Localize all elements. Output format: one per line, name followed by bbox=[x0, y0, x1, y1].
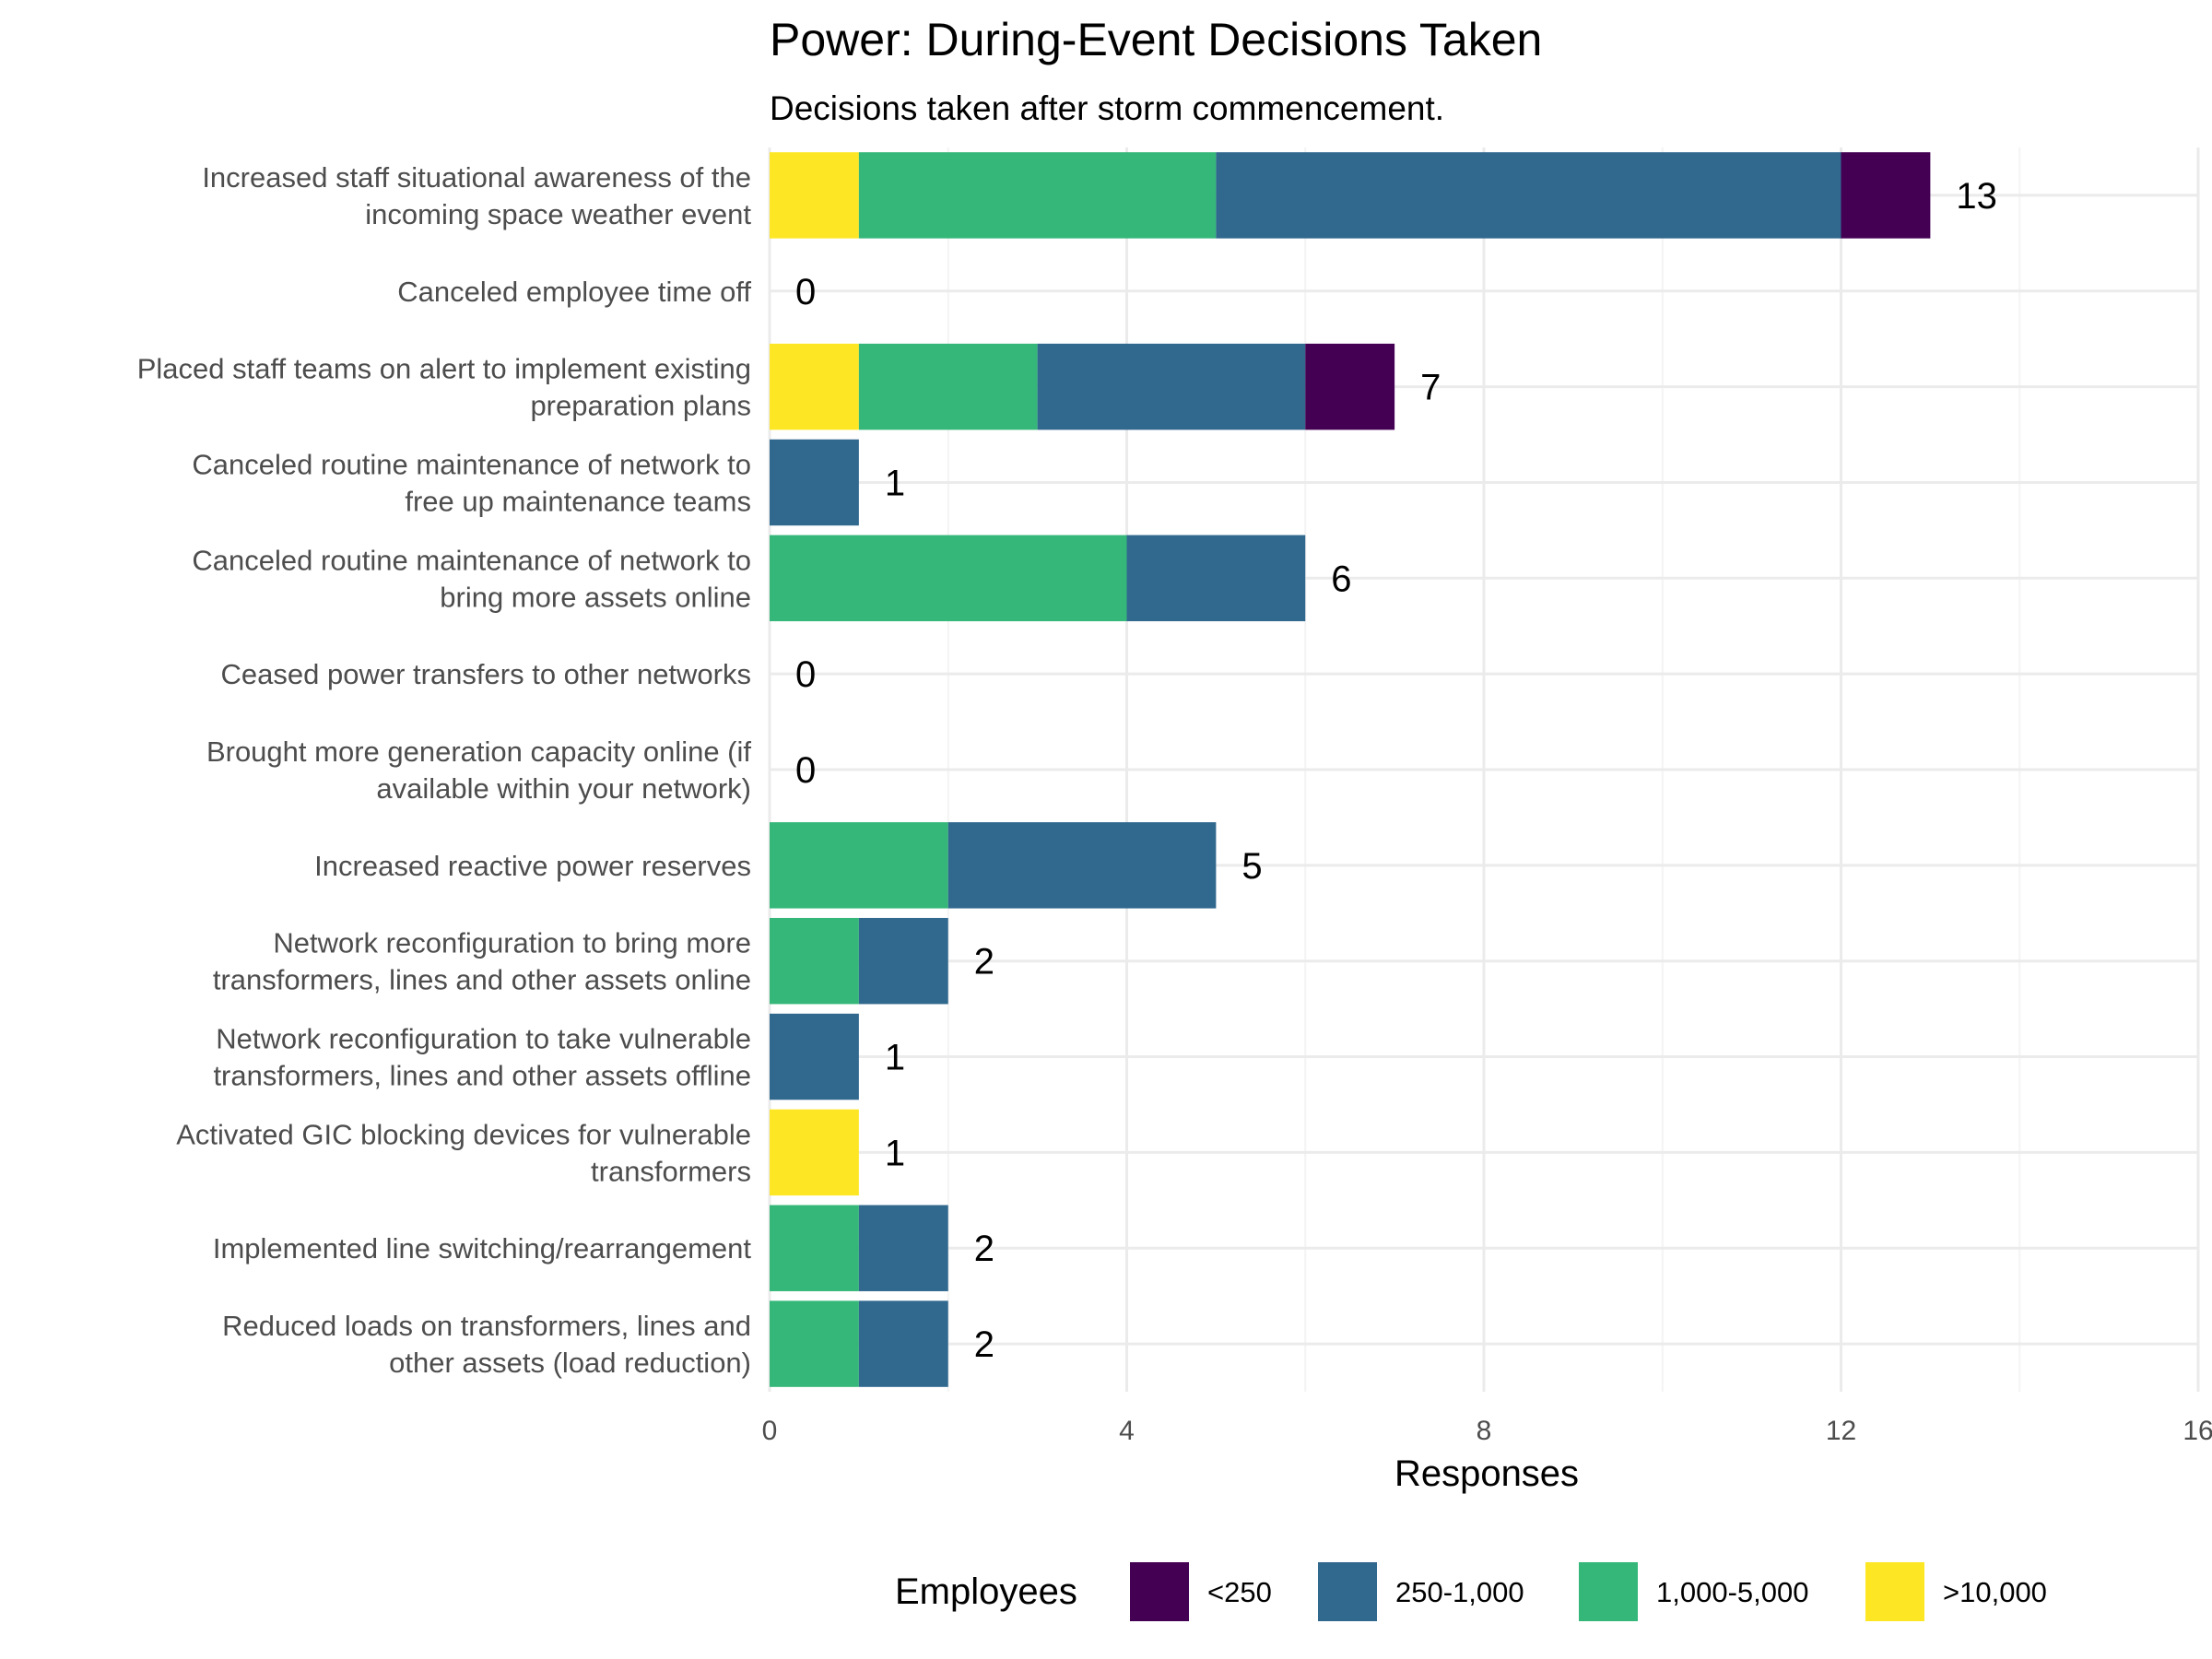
category-label-line: available within your network) bbox=[376, 772, 751, 805]
bar-segment bbox=[770, 535, 1127, 622]
category-labels: Increased staff situational awareness of… bbox=[137, 161, 752, 1379]
category-label-line: transformers, lines and other assets off… bbox=[213, 1060, 751, 1092]
total-label: 2 bbox=[974, 942, 994, 982]
category-label: Ceased power transfers to other networks bbox=[221, 658, 752, 690]
category-label-line: bring more assets online bbox=[440, 581, 751, 613]
x-tick-label: 12 bbox=[1826, 1416, 1856, 1446]
category-label-line: Implemented line switching/rearrangement bbox=[213, 1232, 752, 1265]
legend: Employees <250 250-1,000 1,000-5,000 >10,00… bbox=[895, 1562, 2047, 1621]
x-tick-label: 8 bbox=[1477, 1416, 1492, 1446]
category-label: Canceled routine maintenance of network … bbox=[192, 448, 751, 517]
legend-swatch bbox=[1130, 1562, 1189, 1621]
bar-segment bbox=[858, 1205, 948, 1291]
x-tick-labels: 0 4 8 12 16 bbox=[762, 1416, 2212, 1446]
x-axis-title: Responses bbox=[1394, 1453, 1579, 1494]
bar-segment bbox=[947, 822, 1217, 909]
total-label: 2 bbox=[974, 1324, 994, 1365]
legend-label: 250-1,000 bbox=[1395, 1576, 1524, 1608]
category-label: Placed staff teams on alert to implement… bbox=[137, 353, 751, 422]
bar-segment bbox=[770, 917, 859, 1005]
category-label-line: Brought more generation capacity online … bbox=[206, 735, 751, 768]
category-label: Network reconfiguration to take vulnerab… bbox=[213, 1023, 751, 1092]
category-label-line: Canceled routine maintenance of network … bbox=[192, 448, 751, 480]
category-label-line: free up maintenance teams bbox=[405, 485, 751, 517]
total-label: 7 bbox=[1420, 368, 1441, 408]
bar-segment bbox=[770, 343, 859, 430]
totals-layer: 13 0 7 1 6 0 0 5 2 1 1 2 2 bbox=[795, 176, 1997, 1365]
legend-label: <250 bbox=[1207, 1576, 1272, 1608]
category-label-line: incoming space weather event bbox=[365, 198, 751, 230]
category-label: Activated GIC blocking devices for vulne… bbox=[176, 1118, 751, 1187]
category-label-line: Placed staff teams on alert to implement… bbox=[137, 353, 751, 385]
chart-subtitle: Decisions taken after storm commencement… bbox=[770, 89, 1444, 127]
bar-segment bbox=[770, 1205, 859, 1291]
bars-layer bbox=[770, 152, 1931, 1387]
category-label: Network reconfiguration to bring more tra… bbox=[213, 927, 751, 996]
bar-segment bbox=[770, 439, 859, 526]
category-label-line: Canceled employee time off bbox=[397, 276, 751, 308]
bar-segment bbox=[1126, 535, 1306, 622]
legend-swatch bbox=[1579, 1562, 1638, 1621]
total-label: 0 bbox=[795, 750, 816, 791]
legend-swatch bbox=[1865, 1562, 1924, 1621]
legend-title: Employees bbox=[895, 1571, 1077, 1612]
total-label: 1 bbox=[885, 1038, 905, 1078]
total-label: 0 bbox=[795, 272, 816, 312]
category-label: Brought more generation capacity online … bbox=[206, 735, 751, 805]
bar-segment bbox=[1841, 152, 1931, 239]
x-tick-label: 16 bbox=[2183, 1416, 2212, 1446]
category-label: Canceled routine maintenance of network … bbox=[192, 544, 751, 613]
category-label-line: transformers bbox=[591, 1155, 751, 1187]
total-label: 1 bbox=[885, 1133, 905, 1173]
x-tick-label: 4 bbox=[1119, 1416, 1135, 1446]
category-label-line: Increased staff situational awareness of… bbox=[202, 161, 751, 194]
total-label: 1 bbox=[885, 463, 905, 503]
category-label-line: Ceased power transfers to other networks bbox=[221, 658, 752, 690]
bar-segment bbox=[1305, 343, 1395, 430]
category-label: Implemented line switching/rearrangement bbox=[213, 1232, 752, 1265]
bar-segment bbox=[858, 152, 1217, 239]
category-label: Increased reactive power reserves bbox=[314, 850, 751, 882]
bar-segment bbox=[770, 822, 948, 909]
bar-segment bbox=[770, 1300, 859, 1387]
category-label-line: Network reconfiguration to take vulnerab… bbox=[216, 1023, 751, 1055]
bar-segment bbox=[858, 1300, 948, 1387]
bar-segment bbox=[858, 917, 948, 1005]
category-label-line: transformers, lines and other assets onl… bbox=[213, 964, 751, 996]
category-label-line: Reduced loads on transformers, lines and bbox=[222, 1310, 751, 1342]
grid-layer bbox=[768, 147, 2200, 1392]
total-label: 13 bbox=[1956, 176, 1997, 217]
category-label-line: Activated GIC blocking devices for vulne… bbox=[176, 1118, 751, 1150]
total-label: 0 bbox=[795, 654, 816, 695]
bar-segment bbox=[1037, 343, 1306, 430]
x-tick-label: 0 bbox=[762, 1416, 778, 1446]
legend-swatch bbox=[1318, 1562, 1377, 1621]
bar-segment bbox=[770, 152, 859, 239]
bar-segment bbox=[858, 343, 1038, 430]
category-label-line: Canceled routine maintenance of network … bbox=[192, 544, 751, 576]
legend-label: 1,000-5,000 bbox=[1656, 1576, 1808, 1608]
bar-segment bbox=[770, 1109, 859, 1196]
total-label: 5 bbox=[1241, 846, 1262, 887]
chart-title: Power: During-Event Decisions Taken bbox=[770, 14, 1542, 65]
category-label-line: Network reconfiguration to bring more bbox=[273, 927, 751, 959]
bar-segment bbox=[1216, 152, 1841, 239]
legend-label: >10,000 bbox=[1943, 1576, 2047, 1608]
category-label-line: preparation plans bbox=[530, 390, 751, 422]
total-label: 6 bbox=[1331, 559, 1351, 599]
category-label-line: Increased reactive power reserves bbox=[314, 850, 751, 882]
bar-segment bbox=[770, 1013, 859, 1100]
category-label-line: other assets (load reduction) bbox=[389, 1347, 751, 1379]
category-label: Canceled employee time off bbox=[397, 276, 751, 308]
category-label: Increased staff situational awareness of… bbox=[202, 161, 751, 230]
category-label: Reduced loads on transformers, lines and… bbox=[222, 1310, 751, 1379]
total-label: 2 bbox=[974, 1229, 994, 1269]
